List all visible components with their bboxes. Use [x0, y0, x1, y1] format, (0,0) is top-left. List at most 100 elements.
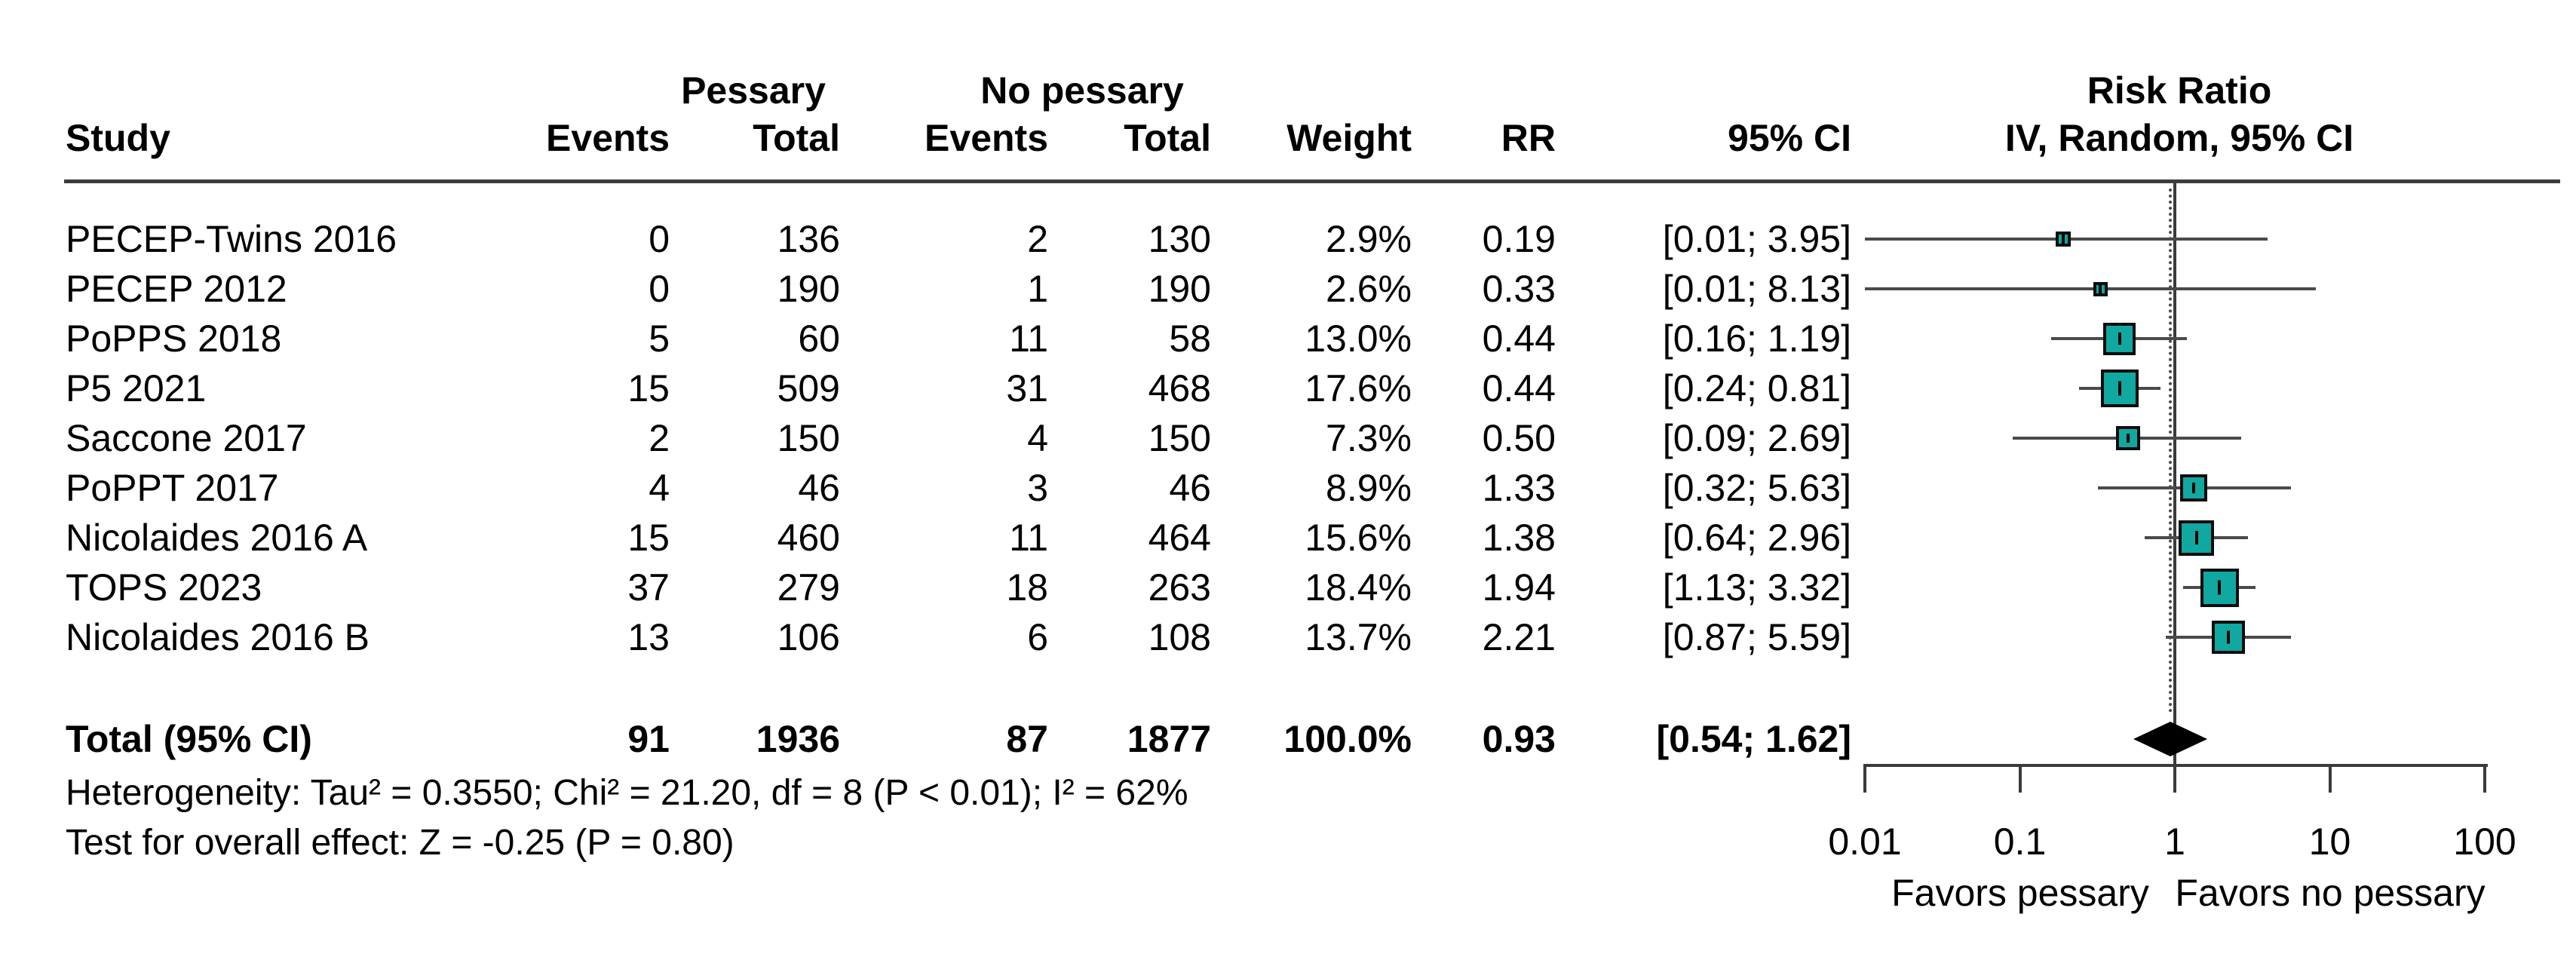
- effect-square: [2055, 232, 2071, 247]
- pessary-events-cell: 2: [649, 417, 670, 459]
- ci-cell: [0.64; 2.96]: [1662, 517, 1851, 559]
- summary-diamond: [2133, 722, 2208, 756]
- rr-cell: 1.94: [1482, 566, 1556, 609]
- no-pessary-total-cell: 263: [1148, 566, 1211, 609]
- effect-square: [2103, 322, 2136, 355]
- effect-square: [2093, 281, 2108, 296]
- pessary-total-cell: 150: [777, 417, 840, 459]
- no-pessary-events-cell: 11: [1009, 517, 1048, 559]
- column-header-study: Study: [66, 117, 170, 159]
- no-pessary-total-cell: 58: [1169, 317, 1211, 360]
- axis-label-favors-pessary: Favors pessary: [1891, 872, 2149, 914]
- column-header-total-pessary: Total: [753, 117, 840, 159]
- rr-cell: 0.33: [1482, 268, 1556, 310]
- ci-cell: [1.13; 3.32]: [1662, 566, 1851, 609]
- study-name-cell: Nicolaides 2016 B: [66, 616, 370, 658]
- no-pessary-events-cell: 4: [1027, 417, 1048, 459]
- ci-cell: [0.87; 5.59]: [1662, 616, 1851, 658]
- ci-cell: [0.01; 3.95]: [1662, 218, 1851, 260]
- ci-cell: [0.32; 5.63]: [1662, 467, 1851, 509]
- ci-cell: [0.24; 0.81]: [1662, 367, 1851, 409]
- pessary-events-cell: 13: [627, 616, 670, 658]
- no-pessary-total-cell: 46: [1169, 467, 1211, 509]
- no-pessary-events-cell: 18: [1006, 566, 1048, 609]
- header-rule: [64, 179, 2560, 183]
- effect-square: [2179, 520, 2215, 556]
- no-pessary-total-cell: 130: [1148, 218, 1211, 260]
- column-header-events-pessary: Events: [546, 117, 670, 159]
- pessary-events-cell: 0: [649, 218, 670, 260]
- pessary-events-cell: 4: [649, 467, 670, 509]
- weight-cell: 8.9%: [1326, 467, 1412, 509]
- total-pessary-events-cell: 91: [627, 718, 670, 760]
- effect-point-tick: [2118, 333, 2121, 345]
- axis-tick-label: 0.01: [1828, 820, 1902, 863]
- axis-tick-label: 10: [2308, 820, 2351, 863]
- study-name-cell: PECEP-Twins 2016: [66, 218, 397, 260]
- heterogeneity-text: Heterogeneity: Tau² = 0.3550; Chi² = 21.…: [66, 773, 1188, 813]
- axis-tick: [2018, 764, 2022, 793]
- column-header-weight: Weight: [1286, 117, 1412, 159]
- effect-point-tick: [2218, 580, 2222, 595]
- no-pessary-total-cell: 464: [1148, 517, 1211, 559]
- study-name-cell: PoPPT 2017: [66, 467, 279, 509]
- pessary-total-cell: 190: [777, 268, 840, 310]
- weight-cell: 13.0%: [1305, 317, 1412, 360]
- total-label-cell: Total (95% CI): [66, 718, 312, 760]
- rr-cell: 0.19: [1482, 218, 1556, 260]
- pessary-events-cell: 15: [627, 517, 670, 559]
- axis-tick-label: 1: [2164, 820, 2185, 863]
- no-pessary-events-cell: 3: [1027, 467, 1048, 509]
- no-pessary-events-cell: 6: [1027, 616, 1048, 658]
- axis-label-favors-no-pessary: Favors no pessary: [2175, 872, 2486, 914]
- effect-square: [2100, 370, 2139, 407]
- total-no-pessary-events-cell: 87: [1006, 718, 1048, 760]
- pessary-total-cell: 106: [777, 616, 840, 658]
- overall-estimate-dashed-line: [2168, 189, 2172, 713]
- no-pessary-events-cell: 1: [1027, 268, 1048, 310]
- rr-cell: 0.44: [1482, 367, 1556, 409]
- rr-cell: 0.50: [1482, 417, 1556, 459]
- pessary-total-cell: 460: [777, 517, 840, 559]
- rr-cell: 1.33: [1482, 467, 1556, 509]
- study-name-cell: PECEP 2012: [66, 268, 287, 310]
- pessary-total-cell: 60: [798, 317, 840, 360]
- study-name-cell: Nicolaides 2016 A: [66, 517, 368, 559]
- effect-point-tick: [2127, 434, 2130, 443]
- total-pessary-total-cell: 1936: [756, 718, 840, 760]
- group-header-pessary: Pessary: [681, 69, 826, 112]
- ci-cell: [0.16; 1.19]: [1662, 317, 1851, 360]
- no-pessary-total-cell: 150: [1148, 417, 1211, 459]
- pessary-total-cell: 509: [777, 367, 840, 409]
- total-weight-cell: 100.0%: [1283, 718, 1412, 760]
- study-name-cell: P5 2021: [66, 367, 207, 409]
- axis-tick: [1863, 764, 1866, 793]
- pessary-events-cell: 5: [649, 317, 670, 360]
- pessary-events-cell: 37: [627, 566, 670, 609]
- pessary-total-cell: 46: [798, 467, 840, 509]
- study-name-cell: PoPPS 2018: [66, 317, 282, 360]
- weight-cell: 13.7%: [1305, 616, 1412, 658]
- study-name-cell: TOPS 2023: [66, 566, 262, 609]
- effect-point-tick: [2192, 483, 2196, 493]
- reference-line-rr1: [2173, 183, 2176, 767]
- total-no-pessary-total-cell: 1877: [1127, 718, 1211, 760]
- ci-line: [1865, 287, 2317, 290]
- ci-cell: [0.09; 2.69]: [1662, 417, 1851, 459]
- effect-square: [2200, 568, 2239, 607]
- no-pessary-events-cell: 31: [1006, 367, 1048, 409]
- rr-cell: 2.21: [1482, 616, 1556, 658]
- effect-point-tick: [2118, 381, 2121, 396]
- column-header-events-no-pessary: Events: [925, 117, 1048, 159]
- weight-cell: 15.6%: [1305, 517, 1412, 559]
- pessary-total-cell: 279: [777, 566, 840, 609]
- ci-cell: [0.01; 8.13]: [1662, 268, 1851, 310]
- axis-tick: [2328, 764, 2332, 793]
- rr-cell: 0.44: [1482, 317, 1556, 360]
- axis-tick: [2173, 764, 2176, 793]
- group-header-no-pessary: No pessary: [980, 69, 1184, 112]
- effect-square: [2180, 474, 2208, 501]
- weight-cell: 18.4%: [1305, 566, 1412, 609]
